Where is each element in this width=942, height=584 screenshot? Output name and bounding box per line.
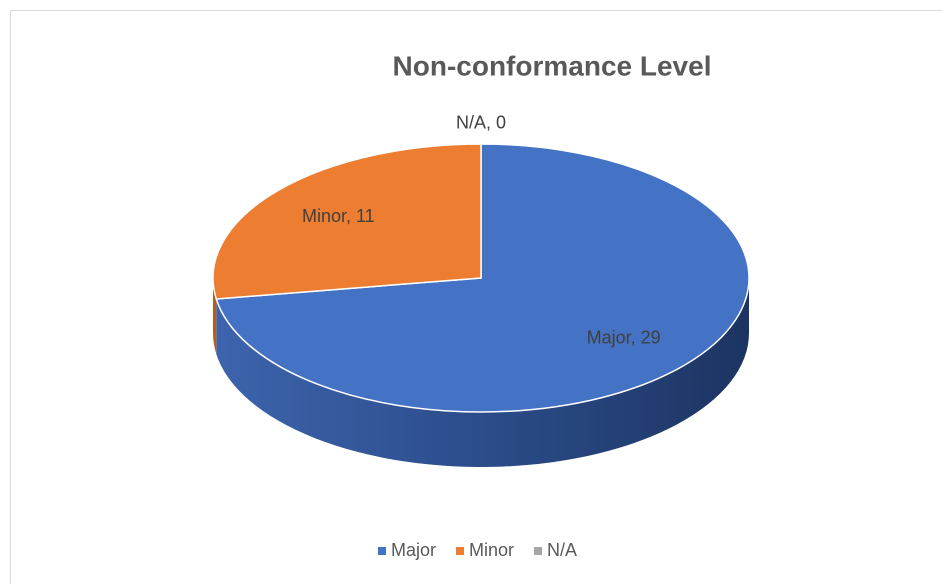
slice [212,143,482,300]
data-label: Major, 29 [587,328,661,348]
legend-swatch [378,547,386,555]
legend-swatch [534,547,543,555]
legend-label: Minor [469,540,514,560]
legend-label: N/A [547,540,577,560]
slice [215,143,750,413]
data-label: Minor, 11 [302,206,375,226]
slice-side [216,278,749,467]
chart-title: Non-conformance Level [393,50,712,81]
legend-swatch [456,547,465,555]
data-label: N/A, 0 [456,113,506,133]
legend-label: Major [391,540,436,560]
